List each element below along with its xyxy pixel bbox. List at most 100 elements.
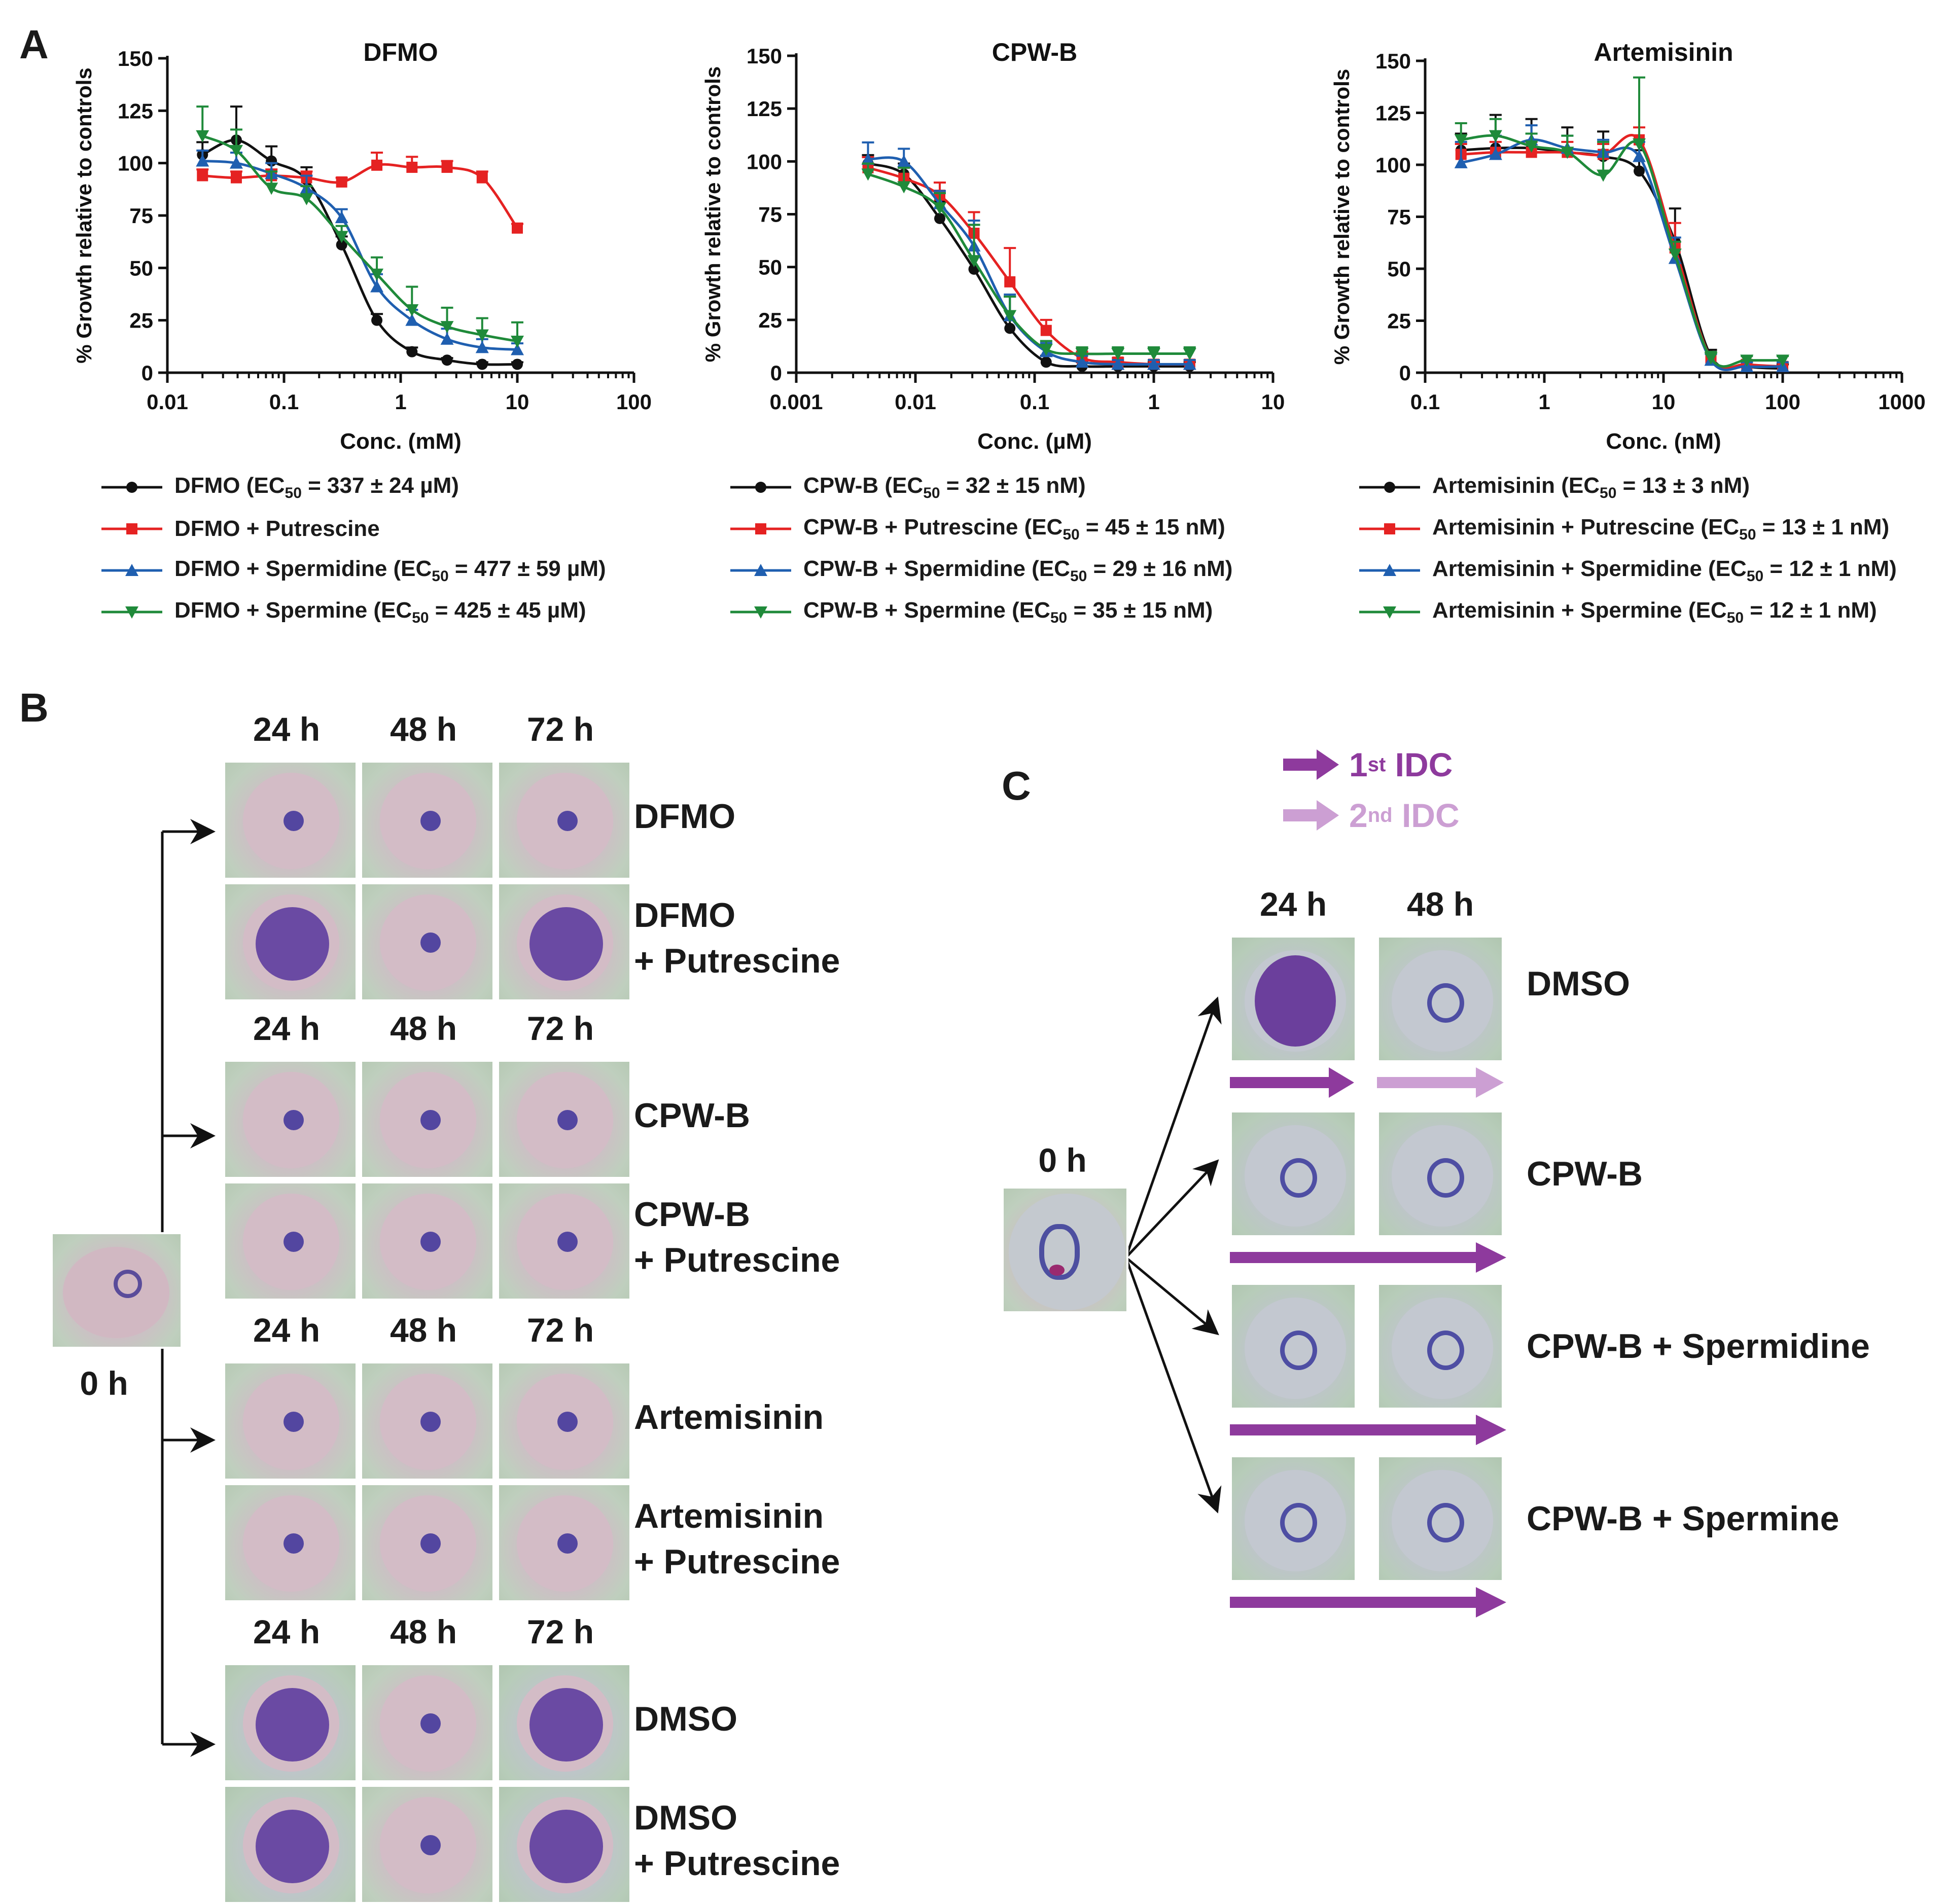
data-point [1668, 248, 1682, 261]
data-point [1489, 130, 1502, 142]
y-tick-label: 0 [1399, 361, 1411, 385]
data-point [196, 154, 209, 167]
data-point [1597, 169, 1610, 182]
series-line [202, 163, 519, 229]
legend-entry: Artemisinin + Spermidine (EC50 = 12 ± 1 … [1359, 550, 1897, 591]
first-idc-label: IDC [1395, 746, 1453, 783]
y-tick-label: 125 [118, 99, 153, 123]
legend-entry: DFMO (EC50 = 337 ± 24 µM) [101, 466, 606, 508]
legend-swatch-icon [1359, 523, 1420, 534]
chart-title: Artemisinin [1594, 38, 1733, 66]
data-point [196, 130, 209, 142]
condition-label: CPW-B [1527, 1155, 1643, 1193]
legend-swatch-marker [754, 606, 767, 619]
panel-b-origin-time: 0 h [80, 1364, 128, 1402]
x-tick-label: 1 [395, 390, 406, 414]
legend-label-tail: = 425 ± 45 µM) [429, 597, 586, 623]
legend-swatch-marker [1384, 482, 1395, 493]
x-axis-label: Conc. (mM) [340, 429, 462, 454]
data-point [1003, 310, 1017, 322]
legend-label-tail: = 45 ± 15 nM) [1079, 514, 1225, 540]
time-label: 72 h [526, 1613, 594, 1650]
y-tick-label: 100 [747, 150, 782, 173]
time-label: 24 h [1259, 885, 1327, 923]
time-label: 24 h [253, 1010, 321, 1047]
time-label: 24 h [253, 1613, 321, 1650]
legend-entry: CPW-B + Spermine (EC50 = 35 ± 15 nM) [730, 591, 1232, 633]
data-point [475, 329, 489, 342]
legend-label-subscript: 50 [1726, 609, 1744, 626]
time-label: 24 h [253, 710, 321, 748]
data-point [1039, 344, 1053, 356]
data-point [512, 358, 523, 370]
first-idc-bar [1230, 1597, 1478, 1608]
data-point [1040, 356, 1052, 368]
legend-label-main: Artemisinin + Putrescine (EC [1432, 514, 1740, 540]
y-tick-label: 25 [1387, 309, 1411, 333]
legend-entry: CPW-B + Spermidine (EC50 = 29 ± 16 nM) [730, 550, 1232, 591]
legend-swatch-icon [101, 523, 162, 534]
legend-label-main: DFMO (EC [174, 473, 285, 498]
time-label: 72 h [526, 1311, 594, 1349]
data-point [1040, 325, 1052, 336]
condition-label: CPW-B + Spermine [1527, 1499, 1839, 1538]
series-line [1461, 138, 1783, 371]
data-point [934, 212, 945, 224]
legend-swatch-marker [126, 523, 137, 534]
y-tick-label: 50 [1387, 257, 1411, 281]
micrograph [223, 1060, 358, 1179]
micrograph [497, 1181, 631, 1301]
data-point [1147, 348, 1160, 361]
micrograph [497, 761, 631, 880]
legend-swatch-marker [1383, 606, 1396, 619]
legend-label-subscript: 50 [1600, 484, 1617, 501]
data-point [371, 159, 383, 171]
x-tick-label: 100 [1765, 390, 1800, 414]
legend-label: Artemisinin + Spermine (EC50 = 12 ± 1 nM… [1432, 598, 1877, 627]
x-axis-label: Conc. (nM) [1606, 429, 1721, 454]
series-dfmo [196, 105, 523, 370]
legend-label-subscript: 50 [1739, 526, 1756, 543]
panel-c-origin-micrograph [1002, 1187, 1128, 1313]
micrograph [1377, 1110, 1504, 1237]
legend-label: DFMO + Putrescine [174, 516, 380, 542]
series-artemisinin-spermine [1454, 76, 1789, 368]
data-point [512, 222, 523, 234]
cpwb-dose-response-chart: CPW-B 0 25 50 75 100 125 150 0.001 0.01 0.1 1 10 Conc… [701, 38, 1285, 454]
legend-label-main: Artemisinin (EC [1432, 473, 1600, 498]
condition-label: CPW-B + Putrescine [634, 1195, 840, 1279]
legend-swatch-marker [754, 564, 767, 576]
data-point [229, 156, 243, 169]
data-point [405, 313, 419, 326]
legend-entry: Artemisinin + Putrescine (EC50 = 13 ± 1 … [1359, 508, 1897, 550]
data-point [1561, 147, 1574, 159]
dfmo-legend: DFMO (EC50 = 337 ± 24 µM) DFMO + Putresci… [101, 466, 606, 633]
y-tick-label: 25 [758, 308, 782, 332]
time-label: 48 h [390, 1311, 457, 1349]
legend-label-tail: = 477 ± 59 µM) [448, 556, 606, 581]
condition-label: DFMO [634, 797, 736, 836]
legend-swatch-icon [730, 482, 791, 493]
micrograph [223, 1785, 358, 1904]
data-point [335, 211, 348, 224]
legend-swatch-marker [1384, 523, 1395, 534]
artemisinin-legend: Artemisinin (EC50 = 13 ± 3 nM) Artemisini… [1359, 466, 1897, 633]
micrograph [223, 1663, 358, 1782]
x-tick-label: 0.001 [769, 390, 823, 414]
micrograph [223, 1483, 358, 1602]
data-point [336, 176, 347, 188]
micrograph [1377, 936, 1504, 1062]
micrograph [360, 1060, 494, 1179]
data-point [933, 202, 946, 214]
panel-b-origin-micrograph [51, 1232, 183, 1349]
legend-label-main: CPW-B + Spermidine (EC [803, 556, 1070, 581]
y-tick-label: 150 [747, 44, 782, 68]
y-tick-label: 75 [758, 203, 782, 227]
first-idc-number: 1 [1349, 746, 1368, 783]
legend-label: DFMO (EC50 = 337 ± 24 µM) [174, 473, 459, 502]
micrograph [497, 1785, 631, 1904]
first-idc-bar [1230, 1424, 1478, 1435]
data-point [440, 321, 454, 334]
legend-swatch-icon [730, 606, 791, 619]
idc-progress-arrow-icon [1230, 1067, 1504, 1098]
